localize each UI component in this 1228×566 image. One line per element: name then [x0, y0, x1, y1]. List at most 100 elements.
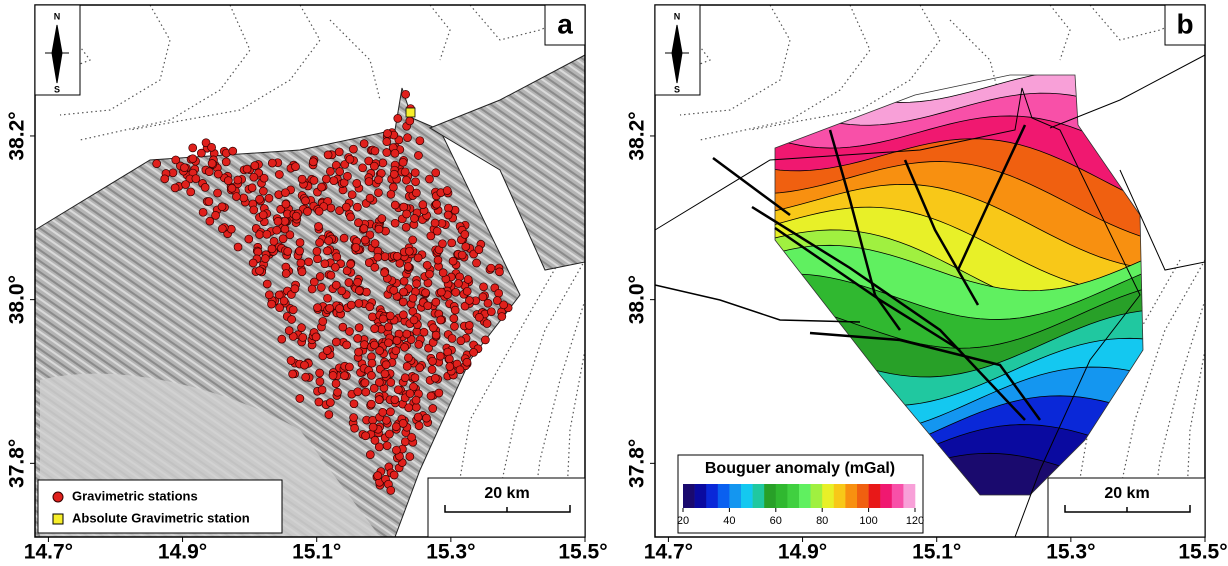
station-dot — [349, 413, 358, 422]
station-dot — [350, 423, 359, 433]
station-dot — [398, 419, 408, 428]
colorbar-swatch — [799, 484, 811, 508]
station-dot — [249, 205, 259, 215]
colorbar-tick-label: 40 — [723, 515, 735, 527]
station-dot — [401, 89, 411, 99]
station-dot — [300, 360, 309, 370]
station-dot — [431, 330, 441, 340]
scale-label: 20 km — [484, 485, 529, 502]
station-dot — [430, 218, 440, 228]
station-dot — [411, 177, 420, 187]
bathymetry-line — [329, 19, 381, 101]
station-dot — [284, 326, 294, 335]
station-dot — [370, 262, 380, 272]
station-dot — [346, 212, 355, 222]
station-dot — [370, 324, 379, 333]
station-dot — [353, 202, 362, 212]
bathymetry-line — [1049, 4, 1071, 61]
station-dot — [335, 167, 345, 176]
scale-label: 20 km — [1104, 485, 1149, 502]
station-dot — [335, 304, 344, 313]
station-dot — [217, 202, 227, 212]
station-dot — [368, 422, 378, 432]
station-dot — [328, 371, 338, 380]
scale-bar — [444, 505, 571, 513]
station-dot — [207, 159, 217, 168]
station-dot — [347, 190, 357, 200]
station-dot — [449, 314, 459, 323]
station-dot — [432, 226, 442, 236]
station-dot — [469, 348, 478, 357]
colorbar-swatch — [891, 484, 904, 508]
station-dot — [380, 252, 390, 261]
station-dot — [264, 193, 274, 203]
map-panel: Bouguer anomaly (mGal)20 40 60 80 100 120NSb2… — [626, 4, 1228, 564]
station-dot — [329, 176, 339, 186]
station-dot — [433, 255, 443, 265]
station-dot — [404, 403, 414, 413]
station-dot — [317, 385, 327, 395]
station-dot — [463, 275, 473, 284]
station-dot — [191, 174, 201, 184]
station-dot — [351, 243, 361, 252]
colorbar-swatch — [857, 484, 869, 508]
bathymetry-line — [1089, 4, 1206, 41]
station-dot — [374, 442, 384, 452]
station-dot — [392, 251, 402, 261]
station-dot — [374, 188, 383, 198]
station-dot — [373, 252, 383, 262]
station-dot — [247, 183, 257, 193]
station-dot — [353, 387, 363, 397]
station-dot — [242, 164, 252, 174]
station-dot — [160, 174, 170, 184]
station-dot — [354, 218, 363, 228]
station-dot — [295, 246, 304, 256]
station-dot — [333, 387, 342, 397]
station-dot — [349, 399, 359, 409]
bathymetry-line — [1149, 299, 1206, 538]
station-dot — [288, 332, 298, 341]
station-dot — [311, 332, 321, 342]
station-dot — [399, 276, 409, 286]
x-tick-label: 14.9° — [778, 541, 827, 564]
station-dot — [320, 259, 330, 269]
north-arrow-shape — [665, 24, 689, 84]
station-dot — [197, 148, 206, 158]
station-dot — [361, 431, 370, 441]
station-dot — [390, 218, 400, 228]
colorbar-swatch — [683, 484, 695, 508]
x-tick-label: 15.3° — [1046, 541, 1095, 564]
station-dot — [464, 321, 474, 330]
station-dot — [345, 362, 354, 372]
station-dot — [297, 267, 307, 277]
station-dot — [374, 175, 383, 185]
colorbar-swatch — [787, 484, 800, 508]
colorbar-tick-label: 60 — [770, 515, 782, 527]
colorbar-swatch — [764, 484, 777, 508]
y-tick-label: 37.8° — [6, 439, 29, 488]
station-dot — [432, 199, 441, 209]
station-dot — [370, 239, 380, 248]
station-dot — [412, 279, 421, 289]
station-dot — [297, 174, 307, 184]
station-dot — [364, 177, 374, 186]
station-dot — [415, 363, 425, 373]
fault-line — [751, 205, 1026, 421]
station-dot — [481, 335, 490, 345]
station-dot — [277, 334, 287, 344]
station-dot — [343, 171, 352, 181]
colorbar-swatch — [810, 484, 823, 508]
station-dot — [314, 206, 324, 216]
station-dot — [331, 262, 340, 272]
station-dot — [314, 397, 324, 407]
station-dot — [239, 193, 249, 203]
station-dot — [419, 327, 429, 337]
station-dot — [460, 230, 470, 239]
station-dot — [385, 311, 395, 321]
station-dot — [454, 279, 463, 288]
station-dot — [405, 116, 415, 126]
bathymetry-line — [1184, 349, 1206, 538]
station-dot — [430, 373, 440, 383]
station-dot — [226, 224, 236, 234]
